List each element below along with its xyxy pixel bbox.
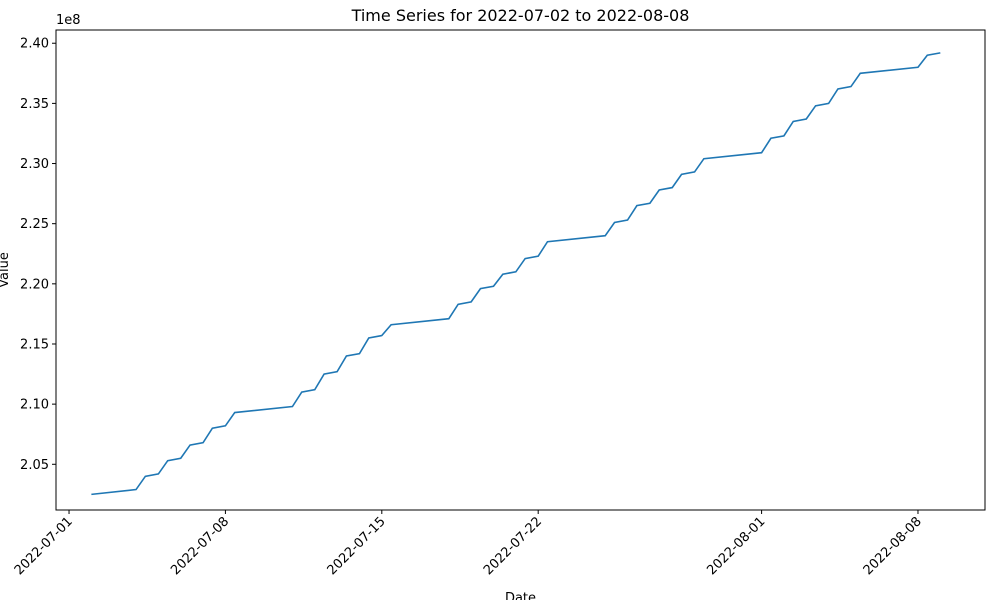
y-axis-label: Value — [0, 252, 12, 288]
y-tick-label: 2.10 — [20, 398, 49, 413]
y-tick-label: 2.30 — [20, 157, 49, 172]
x-tick-label: 2022-08-01 — [704, 514, 768, 578]
x-tick-label: 2022-07-15 — [325, 514, 389, 578]
y-tick-label: 2.35 — [20, 97, 49, 112]
x-tick-label: 2022-07-22 — [481, 514, 545, 578]
y-tick-label: 2.05 — [20, 458, 49, 473]
x-tick-label: 2022-07-01 — [12, 514, 76, 578]
y-axis-ticks: 2.05 2.10 2.15 2.20 2.25 2.30 2.35 2.40 — [20, 37, 56, 473]
y-tick-label: 2.40 — [20, 37, 49, 52]
x-axis-ticks: 2022-07-01 2022-07-08 2022-07-15 2022-07-22… — [12, 510, 925, 578]
y-tick-label: 2.25 — [20, 217, 49, 232]
chart-title: Time Series for 2022-07-02 to 2022-08-08 — [351, 6, 690, 25]
x-tick-label: 2022-07-08 — [168, 514, 232, 578]
x-axis-label: Date — [505, 591, 536, 600]
y-tick-label: 2.20 — [20, 277, 49, 292]
series-line — [91, 52, 941, 496]
y-axis-scale-label: 1e8 — [56, 13, 81, 28]
plot-frame — [55, 29, 986, 511]
x-tick-label: 2022-08-08 — [861, 514, 925, 578]
y-tick-label: 2.15 — [20, 337, 49, 352]
